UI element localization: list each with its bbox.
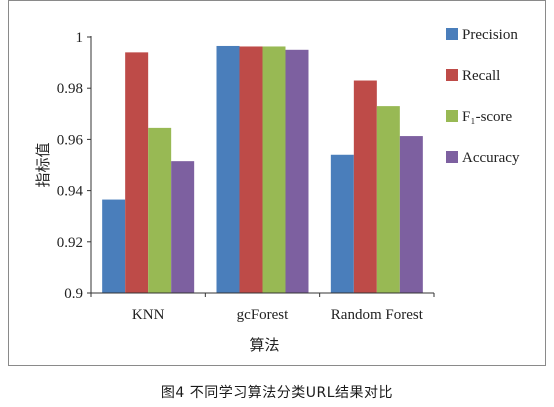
legend-swatch xyxy=(446,69,458,81)
y-tick-label: 0.98 xyxy=(57,81,83,97)
bar xyxy=(239,46,263,293)
bar xyxy=(102,199,126,293)
y-axis-title: 指标值 xyxy=(35,142,52,187)
plot-area xyxy=(102,45,423,294)
legend-label: F₁-score xyxy=(462,109,513,125)
bar xyxy=(148,127,172,293)
legend-swatch xyxy=(446,151,458,163)
bar-chart: 0.9 0.92 0.94 0.96 0.98 1 KNN gcForest Random Fo… xyxy=(35,27,520,354)
x-tick-label: Random Forest xyxy=(331,307,424,323)
x-axis-title: 算法 xyxy=(249,336,279,354)
y-tick-label: 0.96 xyxy=(57,132,84,148)
bar xyxy=(285,49,309,293)
legend-label: Accuracy xyxy=(462,150,520,166)
legend: Precision Recall F₁-score Accuracy xyxy=(446,27,520,166)
x-tick-label: KNN xyxy=(132,307,165,323)
bar xyxy=(353,80,377,294)
bar xyxy=(330,154,354,293)
y-tick-label: 0.94 xyxy=(57,184,84,200)
legend-label: Precision xyxy=(462,27,518,43)
y-tick-label: 1 xyxy=(76,30,84,46)
legend-label: Recall xyxy=(462,68,500,84)
legend-swatch xyxy=(446,110,458,122)
x-tick-label: gcForest xyxy=(237,307,289,323)
y-tick-label: 0.9 xyxy=(64,286,83,302)
bar xyxy=(171,161,195,293)
y-tick-label: 0.92 xyxy=(57,235,83,251)
bar xyxy=(125,52,149,293)
legend-swatch xyxy=(446,28,458,40)
bar xyxy=(376,106,400,294)
bar xyxy=(262,46,286,293)
figure-caption: 图4 不同学习算法分类URL结果对比 xyxy=(160,385,394,401)
bar xyxy=(216,45,240,294)
axes: 0.9 0.92 0.94 0.96 0.98 1 KNN gcForest Random Fo… xyxy=(57,30,435,323)
bar xyxy=(399,136,423,293)
